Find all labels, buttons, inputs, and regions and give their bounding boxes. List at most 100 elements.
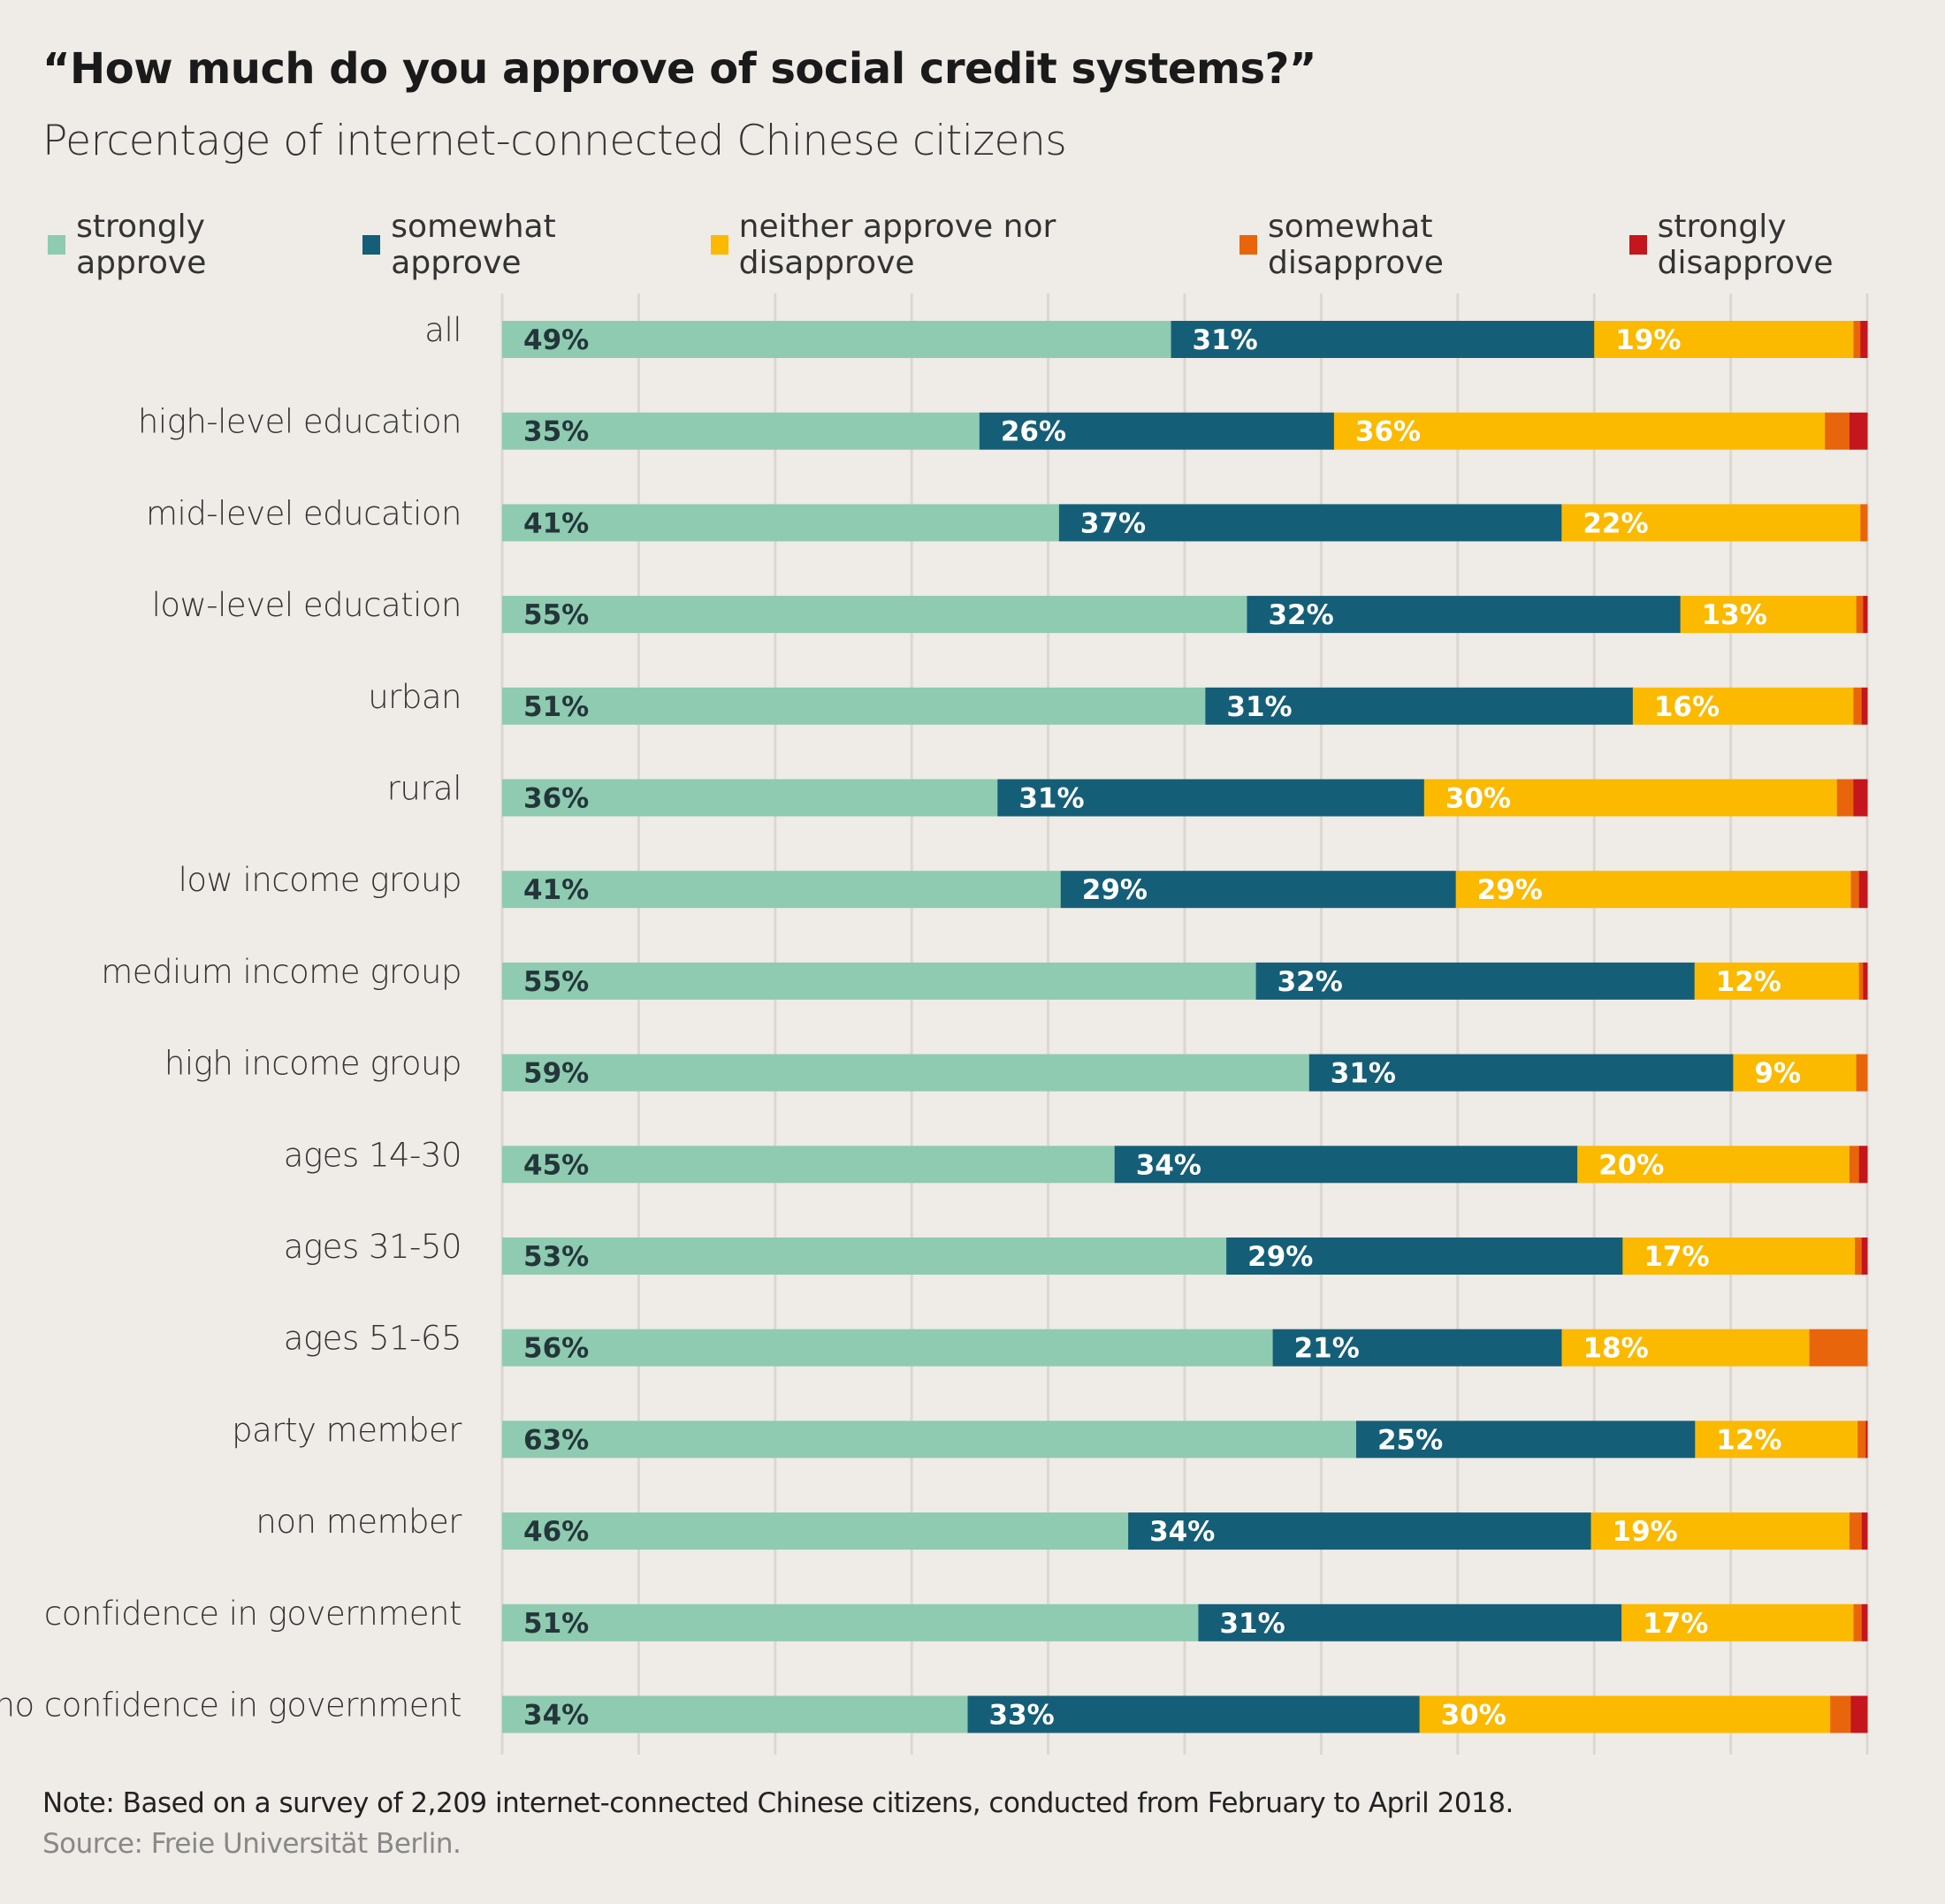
legend-label: somewhat approve xyxy=(391,209,556,281)
bar-segment xyxy=(1590,1512,1850,1550)
bar-segment xyxy=(1695,1420,1858,1458)
bar-segment xyxy=(502,779,998,817)
category-label: confidence in government xyxy=(44,1595,461,1633)
bar-segment xyxy=(1860,504,1868,542)
data-label: 9% xyxy=(1754,1058,1801,1090)
bar-segment xyxy=(1863,962,1868,1000)
bar-segment xyxy=(1632,687,1854,725)
bar-segment xyxy=(1561,1329,1811,1367)
data-label: 17% xyxy=(1643,1608,1708,1640)
bar-segment xyxy=(1850,1695,1868,1733)
data-label: 45% xyxy=(523,1149,589,1181)
category-label: urban xyxy=(368,678,461,716)
data-label: 32% xyxy=(1268,599,1333,631)
data-label: 56% xyxy=(523,1333,589,1365)
legend-label: strongly disapprove xyxy=(1657,209,1834,281)
data-label: 34% xyxy=(1136,1149,1201,1181)
data-label: 29% xyxy=(1082,874,1148,906)
bar-segment xyxy=(1853,321,1861,358)
legend: strongly approve somewhat approve neither … xyxy=(48,209,1945,281)
data-label: 36% xyxy=(1355,416,1421,448)
bar-segment xyxy=(1198,1603,1622,1641)
bar-segment xyxy=(1853,779,1868,817)
data-label: 31% xyxy=(1193,324,1258,356)
bar-segment xyxy=(502,596,1247,634)
data-label: 20% xyxy=(1598,1149,1664,1181)
data-label: 18% xyxy=(1583,1333,1648,1365)
data-label: 55% xyxy=(523,599,589,631)
bar-segment xyxy=(1858,962,1864,1000)
data-label: 33% xyxy=(989,1700,1055,1732)
bar-segment xyxy=(1861,1238,1868,1275)
data-label: 36% xyxy=(523,783,589,815)
bar-segment xyxy=(1621,1603,1855,1641)
data-label: 31% xyxy=(1018,783,1084,815)
bar-segment xyxy=(1114,1146,1578,1184)
data-label: 16% xyxy=(1654,691,1720,723)
bar-segment xyxy=(1861,1603,1868,1641)
bar-segment xyxy=(502,1603,1199,1641)
bar-segment xyxy=(502,1512,1129,1550)
legend-swatch xyxy=(1628,235,1647,255)
category-label: ages 51-65 xyxy=(284,1320,461,1358)
legend-label: neither approve nor disapprove xyxy=(738,209,1056,281)
bar-segment xyxy=(1680,596,1857,634)
legend-label: strongly approve xyxy=(76,209,207,281)
bar-segment xyxy=(1830,1695,1851,1733)
category-label: no confidence in government xyxy=(0,1687,461,1725)
bar-segment xyxy=(1861,1512,1868,1550)
bar-segment xyxy=(502,1329,1274,1367)
legend-label: somewhat disapprove xyxy=(1268,209,1444,281)
data-label: 31% xyxy=(1331,1058,1396,1090)
bar-segment xyxy=(1863,596,1868,634)
data-label: 41% xyxy=(523,507,589,539)
bar-segment xyxy=(502,1420,1357,1458)
data-label: 53% xyxy=(523,1241,589,1273)
bar-segment xyxy=(502,321,1172,358)
legend-item: somewhat disapprove xyxy=(1239,209,1589,281)
note: Note: Based on a survey of 2,209 interne… xyxy=(42,1787,1514,1819)
legend-swatch xyxy=(710,235,728,255)
category-label: non member xyxy=(256,1503,462,1541)
category-label: all xyxy=(424,311,461,349)
data-label: 25% xyxy=(1377,1424,1443,1456)
legend-item: neither approve nor disapprove xyxy=(710,209,1199,281)
data-label: 19% xyxy=(1615,324,1681,356)
bar-segment xyxy=(1128,1512,1592,1550)
data-label: 12% xyxy=(1716,1424,1781,1456)
data-label: 51% xyxy=(523,1608,589,1640)
bar-segment xyxy=(1455,871,1852,909)
data-label: 26% xyxy=(1001,416,1066,448)
bar-segment xyxy=(502,1695,969,1733)
data-label: 22% xyxy=(1583,507,1648,539)
data-label: 29% xyxy=(1477,874,1543,906)
bar-segment xyxy=(1857,1420,1866,1458)
data-label: 63% xyxy=(523,1424,589,1456)
bar-segment xyxy=(1594,321,1855,358)
data-label: 49% xyxy=(523,324,589,356)
bar-segment xyxy=(1853,687,1863,725)
bar-segment xyxy=(502,1238,1227,1275)
bar-segment xyxy=(1255,962,1696,1000)
bar-segment xyxy=(1825,412,1850,450)
data-label: 41% xyxy=(523,874,589,906)
bar-segment xyxy=(1849,1146,1860,1184)
bar-segment xyxy=(1419,1695,1831,1733)
bar-segment xyxy=(502,504,1060,542)
data-label: 31% xyxy=(1219,1608,1285,1640)
data-label: 30% xyxy=(1441,1700,1506,1732)
data-label: 51% xyxy=(523,691,589,723)
data-label: 31% xyxy=(1226,691,1292,723)
data-label: 21% xyxy=(1294,1333,1360,1365)
data-label: 59% xyxy=(523,1058,589,1090)
bar-segment xyxy=(1355,1420,1696,1458)
bar-segment xyxy=(502,871,1062,909)
bar-segment xyxy=(1060,871,1457,909)
data-label: 12% xyxy=(1716,966,1781,998)
bar-segment xyxy=(1622,1238,1856,1275)
bar-segment xyxy=(1850,871,1860,909)
data-label: 29% xyxy=(1247,1241,1313,1273)
bar-segment xyxy=(1858,1146,1868,1184)
bar-segment xyxy=(1849,412,1868,450)
